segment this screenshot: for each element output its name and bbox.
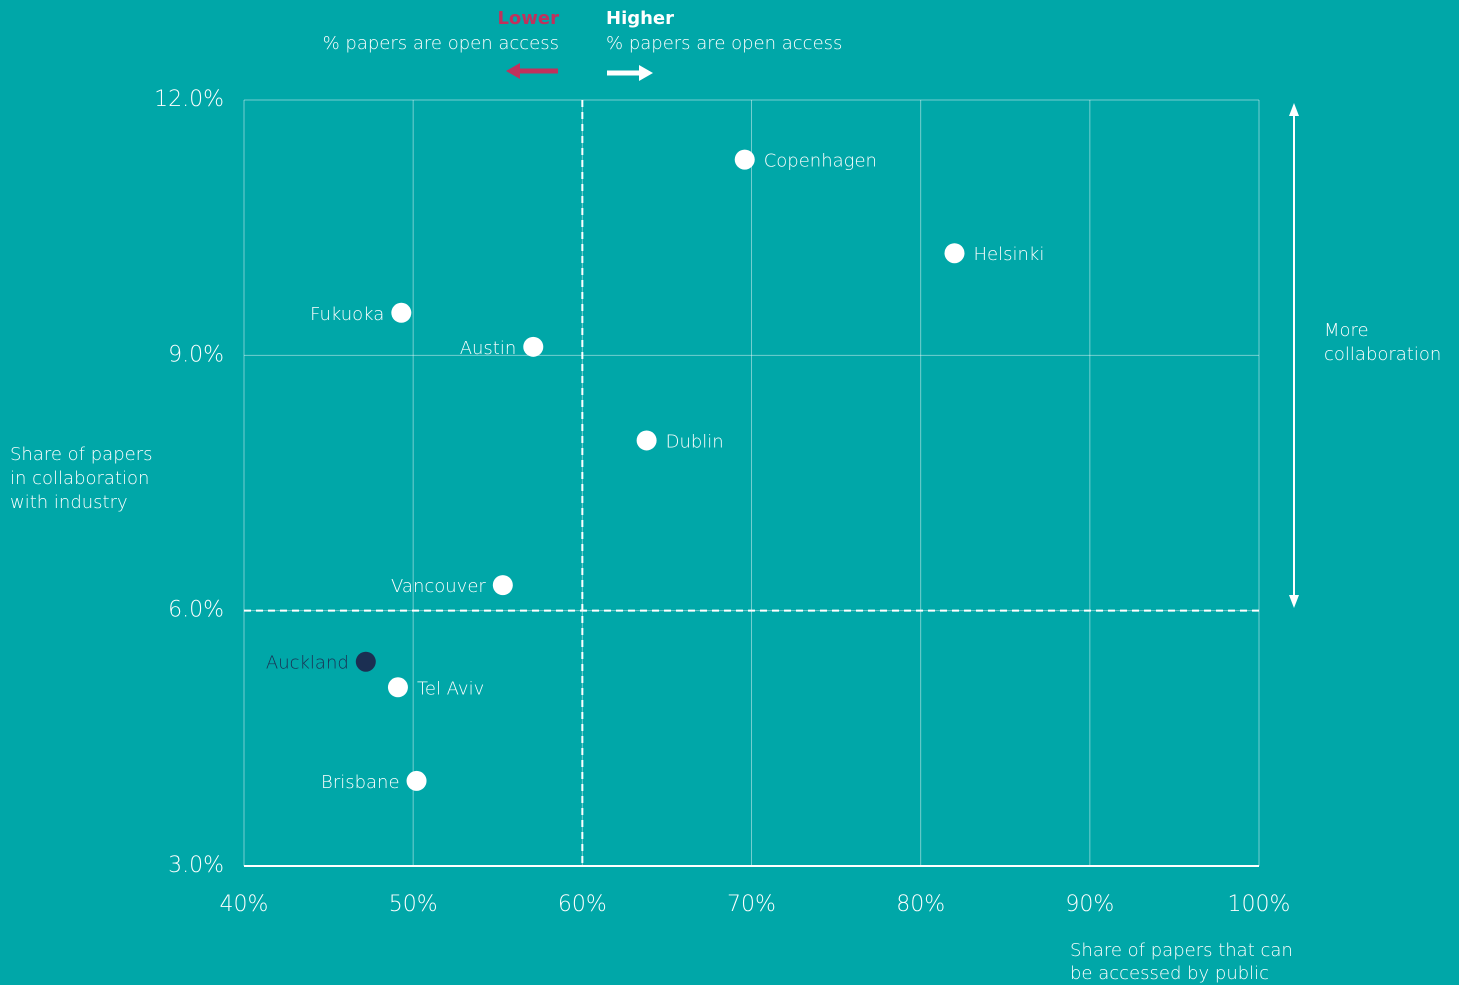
y-tick-label: 6.0% (168, 598, 224, 623)
collaboration-label: collaboration (1324, 344, 1441, 365)
point (492, 575, 513, 596)
x-tick-label: 90% (1065, 892, 1114, 917)
point-label: Copenhagen (764, 151, 877, 172)
y-axis-label: with industry (10, 492, 128, 513)
point (734, 149, 755, 170)
point-label: Fukuoka (310, 304, 384, 325)
y-axis-label: Share of papers (10, 444, 152, 465)
point-label: Tel Aviv (417, 678, 484, 699)
point (355, 651, 376, 672)
y-tick-label: 12.0% (154, 87, 224, 112)
x-tick-label: 100% (1228, 892, 1291, 917)
collaboration-arrow (1289, 103, 1299, 608)
point-label: Auckland (266, 653, 349, 674)
x-axis-label: Share of papers that can (1070, 940, 1293, 961)
point-label: Dublin (666, 431, 724, 452)
point-label: Austin (460, 338, 517, 359)
y-tick-label: 9.0% (168, 342, 224, 367)
point-label: Helsinki (974, 244, 1045, 265)
point (406, 770, 427, 791)
lower-arrow (506, 63, 558, 79)
point (387, 677, 408, 698)
x-tick-label: 40% (220, 892, 269, 917)
higher-label: Higher (606, 8, 674, 29)
y-tick-label: 3.0% (168, 853, 224, 878)
higher-text: % papers are open access (606, 33, 842, 54)
point (391, 302, 412, 323)
point-label: Vancouver (391, 576, 486, 597)
collaboration-label: More (1324, 320, 1369, 341)
lower-label: Lower (497, 8, 559, 29)
x-tick-label: 50% (389, 892, 438, 917)
lower-text: % papers are open access (323, 33, 559, 54)
x-tick-label: 70% (727, 892, 776, 917)
point-label: Brisbane (321, 772, 400, 793)
y-axis-label: in collaboration (10, 468, 149, 489)
point (523, 336, 544, 357)
point (636, 430, 657, 451)
x-tick-label: 80% (896, 892, 945, 917)
point (944, 243, 965, 264)
higher-arrow (607, 65, 653, 81)
x-tick-label: 60% (558, 892, 607, 917)
x-axis-label: be accessed by public (1070, 963, 1269, 984)
